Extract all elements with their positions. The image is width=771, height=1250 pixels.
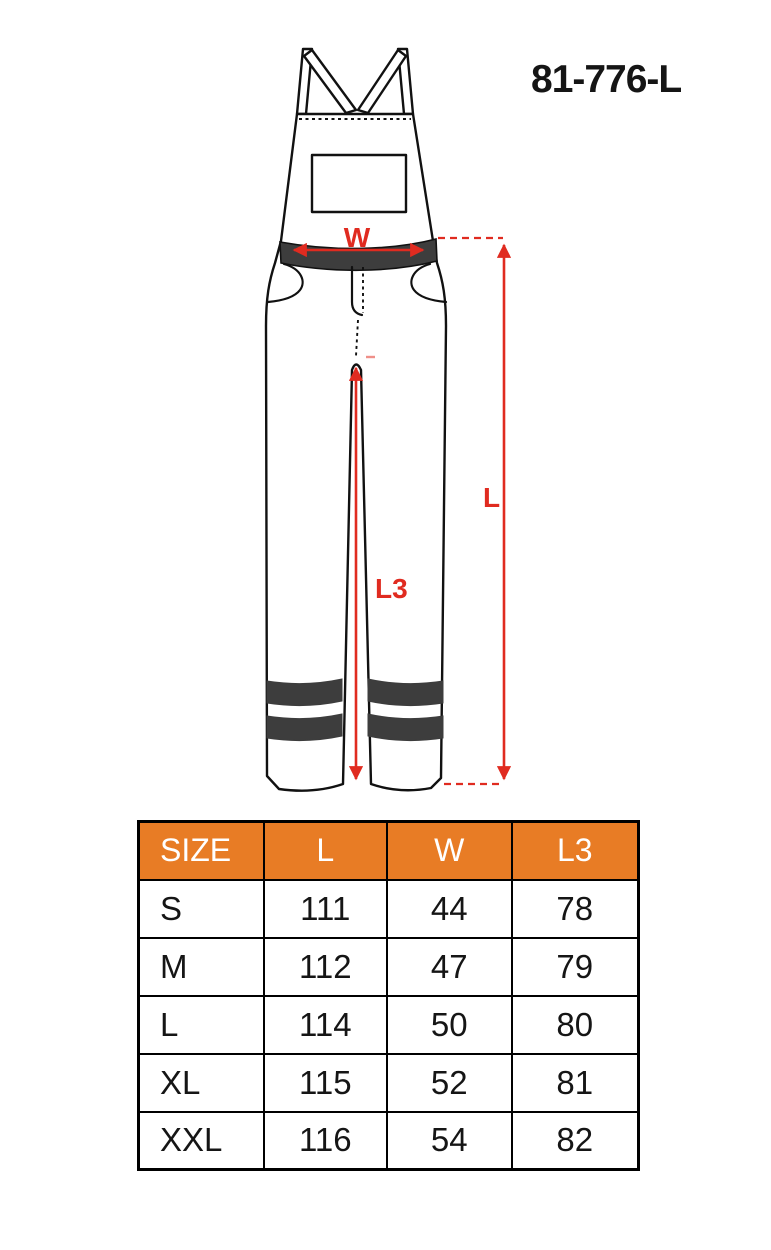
size-table-cell: 54 xyxy=(386,1110,513,1171)
length-measure-arrow: L xyxy=(438,236,512,786)
size-table-row-xl: XL 115 52 81 xyxy=(137,1052,640,1113)
size-table-cell: M xyxy=(137,936,265,997)
garment-outline xyxy=(264,112,448,792)
size-table-row-l: L 114 50 80 xyxy=(137,994,640,1055)
inseam-measure-arrow: L3 xyxy=(348,355,408,781)
size-table-cell: 80 xyxy=(510,994,640,1055)
chest-pocket xyxy=(310,153,408,214)
size-table-cell: 78 xyxy=(510,878,640,939)
inseam-measure-label: L3 xyxy=(375,573,408,604)
size-table-cell: 112 xyxy=(262,936,388,997)
size-table-header-row: SIZE L W L3 xyxy=(137,820,640,881)
reflective-stripes xyxy=(266,678,444,742)
size-table: SIZE L W L3 S 111 44 78 M 112 47 79 L 11… xyxy=(137,820,640,1171)
size-table-row-m: M 112 47 79 xyxy=(137,936,640,997)
size-table-cell: XL xyxy=(137,1052,265,1113)
size-table-cell: L xyxy=(137,994,265,1055)
size-table-cell: 81 xyxy=(510,1052,640,1113)
size-table-header-l3: L3 xyxy=(510,820,640,881)
size-table-header-l: L xyxy=(262,820,388,881)
size-table-cell: 82 xyxy=(510,1110,640,1171)
size-table-cell: 114 xyxy=(262,994,388,1055)
fly-seam xyxy=(350,265,364,357)
length-measure-label: L xyxy=(483,482,500,513)
size-table-header-size: SIZE xyxy=(137,820,265,881)
size-table-cell: S xyxy=(137,878,265,939)
size-table-header-w: W xyxy=(386,820,513,881)
size-table-cell: XXL xyxy=(137,1110,265,1171)
size-table-cell: 79 xyxy=(510,936,640,997)
size-table-cell: 52 xyxy=(386,1052,513,1113)
size-table-cell: 115 xyxy=(262,1052,388,1113)
size-table-cell: 44 xyxy=(386,878,513,939)
size-table-row-xxl: XXL 116 54 82 xyxy=(137,1110,640,1171)
waist-measure-label: W xyxy=(344,222,371,253)
size-table-row-s: S 111 44 78 xyxy=(137,878,640,939)
suspender-straps xyxy=(295,47,415,116)
size-table-cell: 116 xyxy=(262,1110,388,1171)
product-code: 81-776-L xyxy=(531,58,682,101)
waist-measure-arrow: W xyxy=(292,222,425,258)
size-table-cell: 50 xyxy=(386,994,513,1055)
garment-diagram: W L L3 xyxy=(264,47,512,792)
size-table-cell: 111 xyxy=(262,878,388,939)
side-pockets xyxy=(266,262,448,304)
size-table-cell: 47 xyxy=(386,936,513,997)
